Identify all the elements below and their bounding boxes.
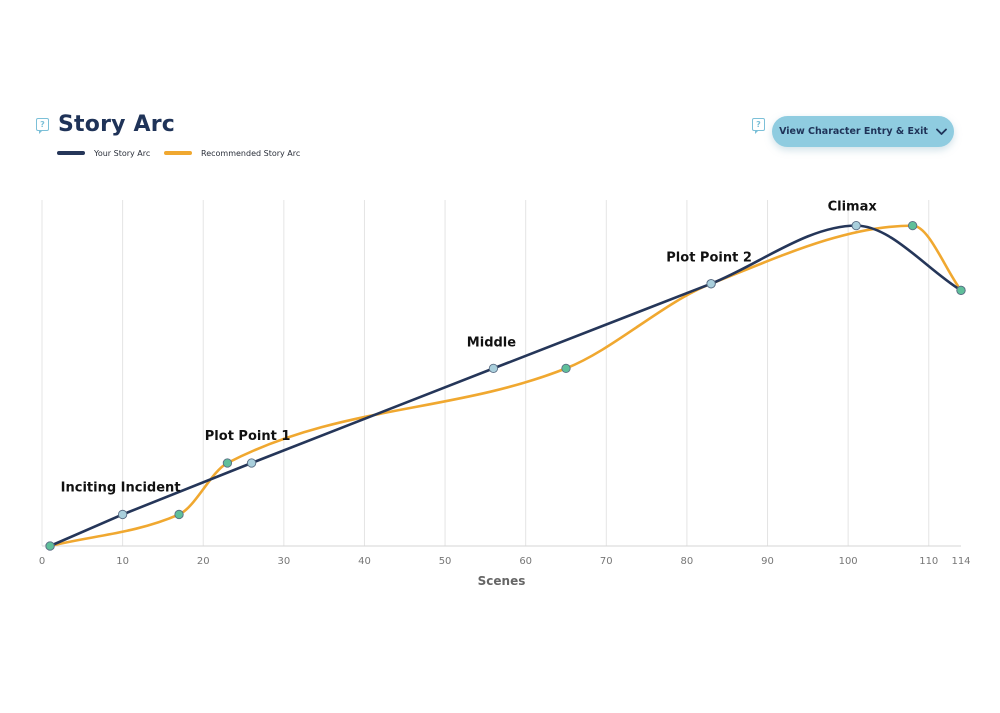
- legend-swatch-recommended: [164, 151, 192, 155]
- your-arc-point[interactable]: [851, 220, 861, 231]
- x-tick-label: 0: [39, 556, 45, 567]
- recommended-arc-point[interactable]: [561, 363, 571, 374]
- your-arc-point[interactable]: [246, 458, 257, 468]
- legend-your-story-arc[interactable]: Your Story Arc: [57, 147, 150, 159]
- x-axis-label: Scenes: [478, 574, 526, 588]
- x-tick-label: 114: [951, 556, 970, 567]
- x-tick-label: 10: [116, 556, 129, 567]
- x-tick-label: 50: [439, 556, 452, 567]
- recommended-arc-point[interactable]: [222, 458, 233, 468]
- view-character-entry-exit-button[interactable]: View Character Entry & Exit: [772, 116, 954, 147]
- chevron-down-icon: [936, 128, 947, 135]
- annotation-label: Inciting Incident: [61, 480, 181, 495]
- x-tick-label: 40: [358, 556, 371, 567]
- x-tick-label: 20: [197, 556, 210, 567]
- your-arc-point[interactable]: [45, 541, 55, 551]
- legend-label-your: Your Story Arc: [94, 148, 151, 158]
- view-character-button-label: View Character Entry & Exit: [779, 126, 928, 137]
- annotation-label: Plot Point 2: [666, 251, 752, 266]
- story-arc-help-icon[interactable]: ?: [36, 118, 49, 134]
- legend-label-recommended: Recommended Story Arc: [201, 148, 301, 158]
- chart-lines: [48, 224, 963, 548]
- x-tick-label: 30: [277, 556, 290, 567]
- x-tick-label: 60: [519, 556, 532, 567]
- recommended-story-arc-line: [48, 224, 963, 548]
- annotation-label: Climax: [828, 200, 878, 215]
- legend-recommended-story-arc[interactable]: Recommended Story Arc: [164, 147, 300, 159]
- x-tick-label: 90: [761, 556, 774, 567]
- annotation-label: Plot Point 1: [205, 429, 291, 444]
- recommended-arc-point[interactable]: [907, 220, 918, 231]
- chart-points: [45, 220, 966, 551]
- x-tick-label: 80: [681, 556, 694, 567]
- your-arc-point[interactable]: [956, 285, 966, 296]
- x-axis: 0 10 20 30 40 50 60 70 80 90 100 110 114 Scenes: [39, 545, 971, 588]
- chart-annotations: Inciting Incident Plot Point 1 Middle Plot …: [61, 200, 878, 496]
- x-tick-label: 100: [839, 556, 858, 567]
- your-story-arc-line: [48, 224, 963, 548]
- your-arc-point[interactable]: [488, 363, 499, 374]
- character-help-icon[interactable]: ?: [752, 118, 765, 134]
- legend-swatch-your: [57, 151, 85, 155]
- annotation-label: Middle: [467, 335, 516, 350]
- your-arc-point[interactable]: [117, 509, 128, 520]
- x-tick-label: 110: [919, 556, 938, 567]
- x-tick-label: 70: [600, 556, 613, 567]
- your-arc-point[interactable]: [706, 279, 716, 289]
- chart-grid: [41, 200, 930, 546]
- recommended-arc-point[interactable]: [174, 509, 184, 520]
- page-title: Story Arc: [58, 112, 176, 137]
